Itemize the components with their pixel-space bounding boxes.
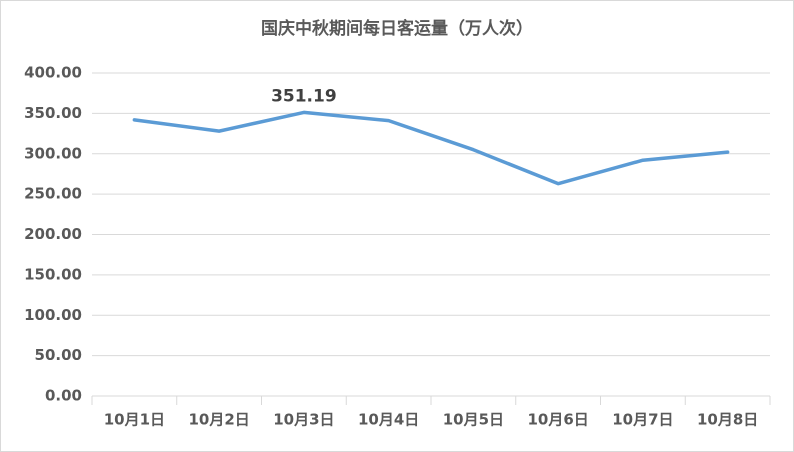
chart-title: 国庆中秋期间每日客运量（万人次） [261, 18, 533, 39]
data-line [132, 110, 730, 186]
y-tick-label: 150.00 [24, 265, 82, 283]
x-tick-label: 10月3日 [273, 411, 334, 429]
y-tick-label: 400.00 [24, 64, 82, 82]
x-tick-label: 10月6日 [527, 411, 588, 429]
x-tick-label: 10月1日 [104, 411, 165, 429]
x-tick-label: 10月4日 [358, 411, 419, 429]
x-tick-label: 10月2日 [188, 411, 249, 429]
y-tick-label: 350.00 [24, 104, 82, 122]
y-tick-label: 50.00 [35, 346, 82, 364]
y-tick-label: 100.00 [24, 306, 82, 324]
x-tick-label: 10月8日 [697, 411, 758, 429]
y-tick-label: 300.00 [24, 144, 82, 162]
y-tick-label: 200.00 [24, 225, 82, 243]
x-tick-label: 10月7日 [612, 411, 673, 429]
data-label: 351.19 [271, 86, 337, 106]
y-tick-label: 250.00 [24, 185, 82, 203]
x-tick-label: 10月5日 [443, 411, 504, 429]
y-tick-label: 0.00 [45, 387, 82, 405]
